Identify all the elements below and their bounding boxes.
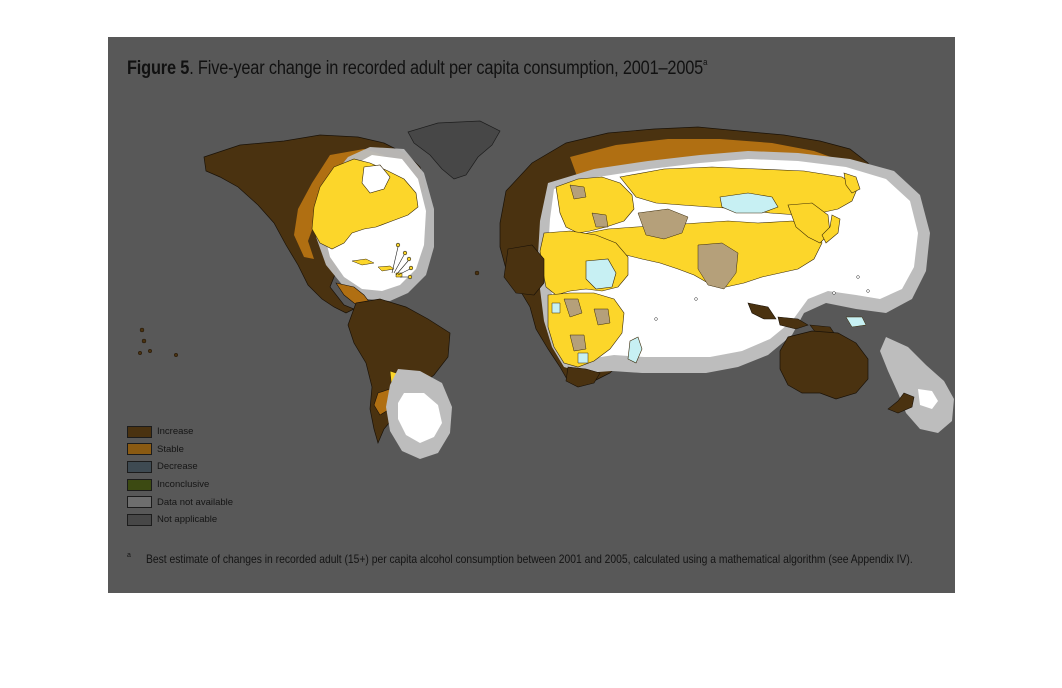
legend-label: Not applicable — [157, 514, 218, 526]
footnote-mark: a — [127, 552, 131, 559]
figure-title-text: . Five-year change in recorded adult per… — [189, 58, 704, 79]
legend-label: Inconclusive — [157, 479, 210, 491]
figure-title: Figure 5. Five-year change in recorded a… — [127, 57, 707, 80]
west-africa-light — [551, 302, 589, 364]
legend-swatch — [127, 496, 152, 509]
iran-region — [637, 208, 689, 240]
legend-item-decrease: Decrease — [127, 458, 233, 476]
figure-title-sup: a — [703, 57, 708, 67]
world-map — [137, 120, 954, 459]
legend-item-data-not-available: Data not available — [127, 493, 233, 511]
mongolia — [719, 192, 779, 214]
spotlight-nz — [918, 389, 938, 409]
usa-highlight — [311, 158, 419, 250]
legend-label: Increase — [157, 426, 194, 438]
legend-item-increase: Increase — [127, 423, 233, 441]
west-africa-brown — [503, 244, 545, 296]
india-region — [697, 242, 739, 290]
legend-swatch — [127, 478, 152, 491]
papua-light — [845, 316, 867, 328]
legend-swatch — [127, 425, 152, 438]
australia — [779, 330, 869, 400]
caribbean-callouts — [391, 242, 414, 280]
legend-swatch — [127, 460, 152, 473]
canada-stable-band — [294, 149, 384, 259]
legend: Increase Stable Decrease Inconclusive Da… — [127, 423, 233, 529]
kamchatka — [843, 172, 861, 194]
hudson-bay — [361, 164, 391, 194]
spotlight-south — [398, 393, 442, 443]
greenland — [407, 120, 501, 180]
legend-swatch — [127, 443, 152, 456]
central-africa-tan — [563, 298, 611, 352]
figure-title-bold: Figure 5 — [127, 58, 190, 79]
russia-highlight — [619, 166, 859, 216]
footnote-text: Best estimate of changes in recorded adu… — [146, 552, 913, 566]
spotlight-halo-nz — [880, 337, 954, 433]
sudan — [585, 258, 617, 290]
japan — [821, 214, 841, 244]
legend-label: Stable — [157, 443, 184, 455]
legend-label: Decrease — [157, 461, 198, 473]
legend-label: Data not available — [157, 496, 234, 508]
legend-swatch — [127, 513, 152, 526]
pacific-islands — [137, 270, 480, 358]
figure-panel: Figure 5. Five-year change in recorded a… — [108, 37, 955, 593]
legend-item-inconclusive: Inconclusive — [127, 476, 233, 494]
legend-item-stable: Stable — [127, 441, 233, 459]
footnote: a Best estimate of changes in recorded a… — [127, 551, 947, 567]
southern-africa — [565, 366, 601, 388]
indian-ocean-islands — [654, 275, 870, 321]
legend-item-not-applicable: Not applicable — [127, 511, 233, 529]
new-zealand — [887, 392, 915, 414]
madagascar — [627, 336, 643, 364]
southeast-asia-islands — [747, 302, 835, 334]
europe-gray-parts — [569, 184, 609, 228]
